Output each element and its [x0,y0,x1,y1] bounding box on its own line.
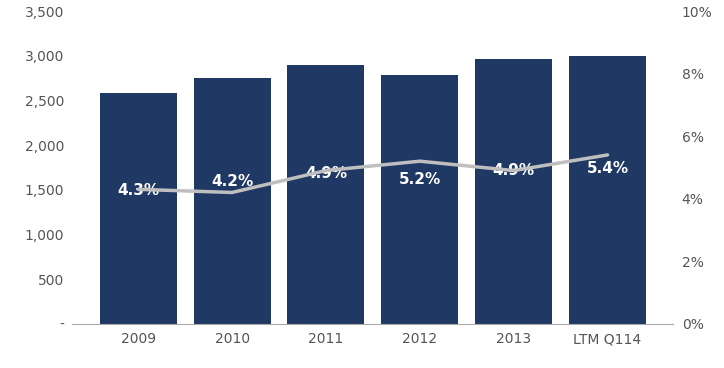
Text: 4.2%: 4.2% [211,174,253,189]
Text: 5.2%: 5.2% [399,172,441,187]
Text: 4.9%: 4.9% [305,166,347,181]
Bar [569,56,646,324]
Bar [193,78,271,324]
Bar [100,93,177,324]
Text: 5.4%: 5.4% [586,161,628,176]
Text: 4.3%: 4.3% [117,183,159,198]
Bar [475,59,552,324]
Bar [287,65,364,324]
Bar [382,75,458,324]
Text: 4.9%: 4.9% [492,163,535,178]
